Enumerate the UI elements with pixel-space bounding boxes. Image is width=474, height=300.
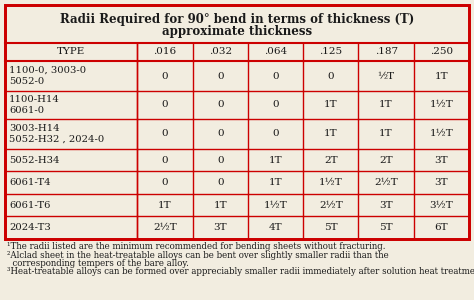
Text: 2T: 2T <box>324 155 337 164</box>
Text: 5052-H34: 5052-H34 <box>9 155 60 164</box>
Text: .125: .125 <box>319 47 342 56</box>
Text: 0: 0 <box>162 178 168 187</box>
Text: .187: .187 <box>374 47 398 56</box>
Text: 3T: 3T <box>213 223 227 232</box>
Text: 1½T: 1½T <box>319 178 343 187</box>
Text: .064: .064 <box>264 47 287 56</box>
Text: 0: 0 <box>272 100 279 109</box>
Text: 1T: 1T <box>379 100 393 109</box>
Text: ³Heat-treatable alloys can be formed over appreciably smaller radii immediately : ³Heat-treatable alloys can be formed ove… <box>7 268 474 277</box>
Text: 0: 0 <box>217 71 224 80</box>
Text: 0: 0 <box>217 155 224 164</box>
Text: .032: .032 <box>209 47 232 56</box>
Text: approximate thickness: approximate thickness <box>162 25 312 38</box>
Text: 6061-T6: 6061-T6 <box>9 201 50 210</box>
Text: 0: 0 <box>162 100 168 109</box>
Text: TYPE: TYPE <box>57 47 85 56</box>
Bar <box>5 5 469 239</box>
Text: 1½T: 1½T <box>429 129 453 138</box>
Text: 1T: 1T <box>324 100 337 109</box>
Text: 6T: 6T <box>435 223 448 232</box>
Text: ½T: ½T <box>377 71 395 80</box>
Text: 1T: 1T <box>158 201 172 210</box>
Text: ²Alclad sheet in the heat-treatable alloys can be bent over slightly smaller rad: ²Alclad sheet in the heat-treatable allo… <box>7 250 389 260</box>
Text: 2½T: 2½T <box>374 178 398 187</box>
Text: 1T: 1T <box>379 129 393 138</box>
Text: 5T: 5T <box>324 223 337 232</box>
Bar <box>5 5 469 239</box>
Text: 1T: 1T <box>213 201 227 210</box>
Text: 0: 0 <box>328 71 334 80</box>
Text: 1100-H14
6061-0: 1100-H14 6061-0 <box>9 95 60 115</box>
Text: 0: 0 <box>272 129 279 138</box>
Text: 0: 0 <box>217 129 224 138</box>
Text: .016: .016 <box>154 47 177 56</box>
Text: 0: 0 <box>217 100 224 109</box>
Text: Radii Required for 90° bend in terms of thickness (T): Radii Required for 90° bend in terms of … <box>60 13 414 26</box>
Text: 1½T: 1½T <box>429 100 453 109</box>
Text: .250: .250 <box>430 47 453 56</box>
Text: 2T: 2T <box>379 155 393 164</box>
Text: 3T: 3T <box>435 155 448 164</box>
Text: 2024-T3: 2024-T3 <box>9 223 51 232</box>
Text: 3T: 3T <box>379 201 393 210</box>
Text: 3T: 3T <box>435 178 448 187</box>
Text: 1½T: 1½T <box>264 201 287 210</box>
Text: corresponding tempers of the bare alloy.: corresponding tempers of the bare alloy. <box>7 259 189 268</box>
Text: 0: 0 <box>217 178 224 187</box>
Text: 0: 0 <box>272 71 279 80</box>
Text: 6061-T4: 6061-T4 <box>9 178 51 187</box>
Text: 0: 0 <box>162 129 168 138</box>
Text: 3003-H14
5052-H32 , 2024-0: 3003-H14 5052-H32 , 2024-0 <box>9 124 104 144</box>
Text: 1100-0, 3003-0
5052-0: 1100-0, 3003-0 5052-0 <box>9 66 86 86</box>
Text: 4T: 4T <box>269 223 283 232</box>
Text: 1T: 1T <box>269 155 283 164</box>
Text: 2½T: 2½T <box>153 223 177 232</box>
Text: 3½T: 3½T <box>429 201 453 210</box>
Text: 0: 0 <box>162 155 168 164</box>
Text: 0: 0 <box>162 71 168 80</box>
Text: 1T: 1T <box>435 71 448 80</box>
Text: 2½T: 2½T <box>319 201 343 210</box>
Text: 1T: 1T <box>269 178 283 187</box>
Text: 5T: 5T <box>379 223 393 232</box>
Text: ¹The radii listed are the minimum recommended for bending sheets without fractur: ¹The radii listed are the minimum recomm… <box>7 242 385 251</box>
Text: 1T: 1T <box>324 129 337 138</box>
